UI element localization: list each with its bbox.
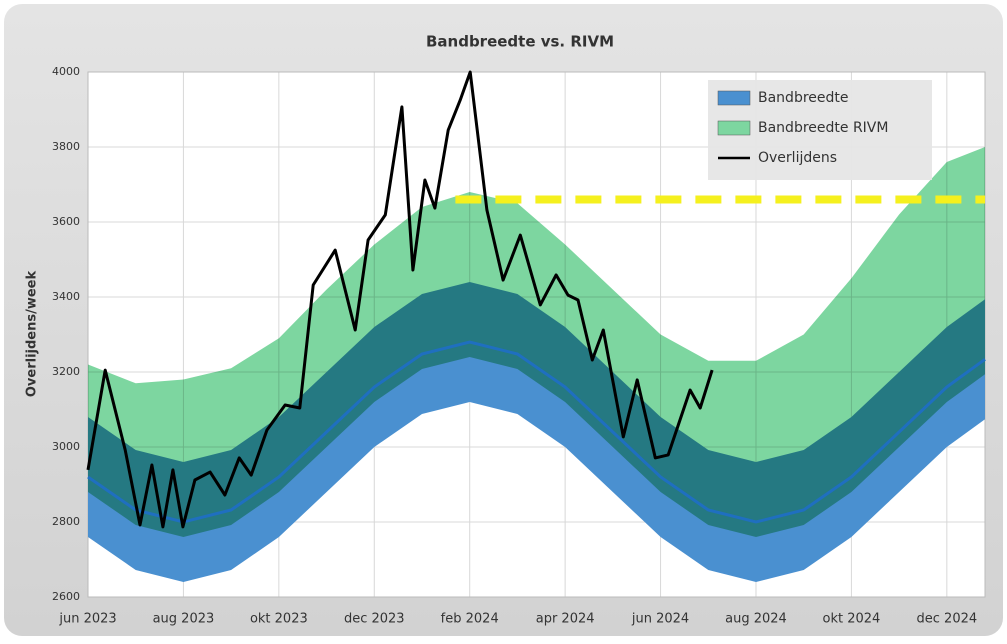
y-tick-label: 3400 (52, 290, 80, 303)
y-axis-label: Overlijdens/week (25, 271, 40, 398)
x-tick-label: apr 2024 (536, 612, 595, 627)
y-tick-label: 3000 (52, 440, 80, 453)
x-tick-label: jun 2023 (58, 612, 116, 627)
y-tick-label: 3200 (52, 365, 80, 378)
legend-swatch (717, 90, 751, 106)
x-tick-label: feb 2024 (441, 612, 499, 627)
x-tick-label: aug 2023 (153, 612, 215, 627)
x-tick-label: jun 2024 (631, 612, 689, 627)
legend-label: Bandbreedte RIVM (758, 120, 888, 136)
y-tick-label: 4000 (52, 65, 80, 78)
center-line (87, 340, 986, 524)
x-tick-label: aug 2024 (725, 612, 787, 627)
line (86, 70, 714, 529)
y-tick-label: 3600 (52, 215, 80, 228)
band (88, 147, 985, 537)
chart-title: Bandbreedte vs. RIVM (426, 33, 614, 51)
y-tick-label: 2800 (52, 515, 80, 528)
legend-label: Overlijdens (758, 150, 837, 166)
x-tick-label: dec 2024 (917, 612, 978, 627)
legend-label: Bandbreedte (758, 90, 849, 106)
y-tick-label: 3800 (52, 140, 80, 153)
x-tick-label: dec 2023 (344, 612, 405, 627)
y-tick-label: 2600 (52, 590, 80, 603)
x-tick-label: okt 2024 (823, 612, 881, 627)
x-tick-label: okt 2023 (250, 612, 308, 627)
legend-swatch (717, 120, 751, 136)
